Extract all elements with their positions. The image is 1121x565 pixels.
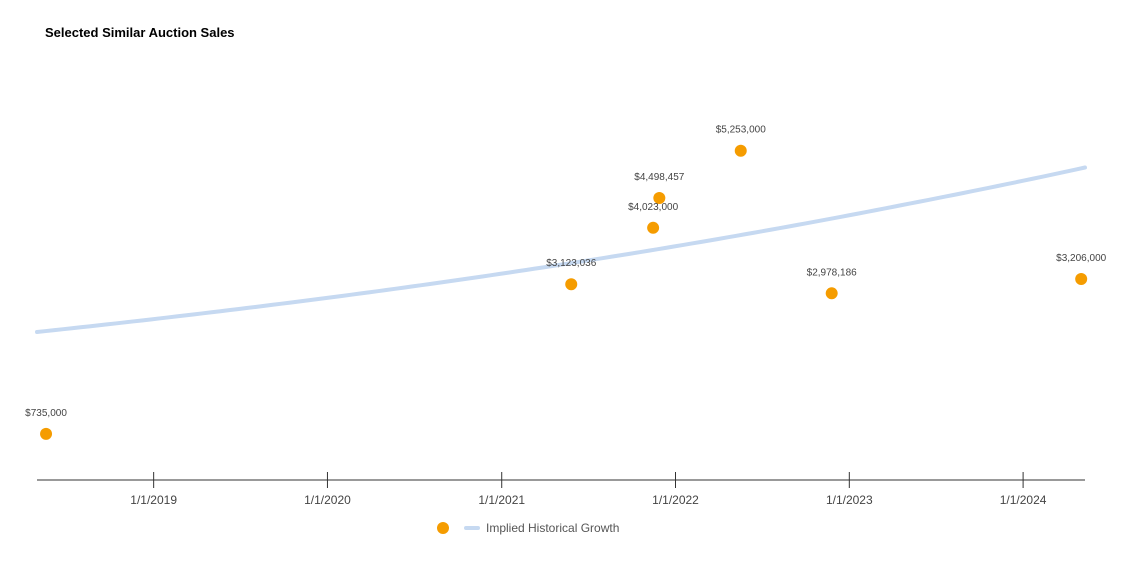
x-tick-label: 1/1/2020 [304, 493, 351, 507]
data-point [565, 278, 578, 291]
data-labels-layer: $735,000 $3,123,036 $4,023,000 $4,498,457 $5… [25, 125, 1106, 419]
growth-line [35, 165, 1087, 334]
data-label: $3,123,036 [546, 258, 596, 269]
data-point [1075, 273, 1088, 286]
x-axis: 1/1/2019 1/1/2020 1/1/2021 1/1/2022 1/1/2023… [37, 472, 1085, 507]
growth-line-layer [35, 165, 1087, 334]
data-label: $735,000 [25, 408, 67, 419]
data-point [653, 192, 666, 205]
x-tick-label: 1/1/2021 [478, 493, 525, 507]
x-tick-label: 1/1/2023 [826, 493, 873, 507]
data-point [825, 287, 838, 300]
data-label: $3,206,000 [1056, 253, 1106, 264]
data-label: $5,253,000 [716, 125, 766, 136]
x-tick-label: 1/1/2024 [1000, 493, 1047, 507]
data-point [647, 221, 660, 234]
legend: Implied Historical Growth [437, 521, 619, 535]
data-point [40, 427, 53, 440]
data-label: $4,498,457 [634, 172, 684, 183]
x-tick-label: 1/1/2022 [652, 493, 699, 507]
chart-title: Selected Similar Auction Sales [45, 25, 235, 40]
data-points-layer [40, 144, 1088, 440]
legend-marker-scatter [437, 522, 449, 534]
data-label: $2,978,186 [807, 267, 857, 278]
data-label: $4,023,000 [628, 202, 678, 213]
x-tick-label: 1/1/2019 [130, 493, 177, 507]
legend-label: Implied Historical Growth [486, 521, 619, 535]
data-point [734, 144, 747, 157]
